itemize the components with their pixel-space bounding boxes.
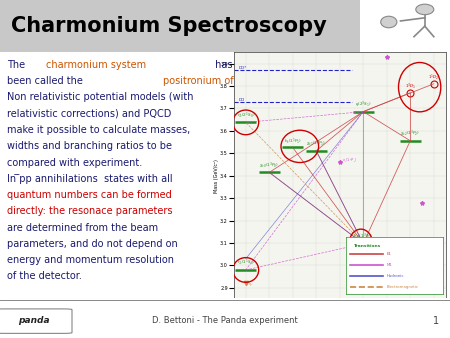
Text: quantum numbers can be formed: quantum numbers can be formed bbox=[7, 190, 171, 200]
Text: panda: panda bbox=[18, 316, 50, 325]
Text: has often: has often bbox=[212, 60, 261, 70]
Text: $J/\psi(1^3S_1)$: $J/\psi(1^3S_1)$ bbox=[353, 232, 373, 242]
Text: $\chi_{c0}(1^3P_0)$: $\chi_{c0}(1^3P_0)$ bbox=[259, 160, 279, 171]
Circle shape bbox=[416, 4, 434, 15]
FancyBboxPatch shape bbox=[0, 309, 72, 333]
Text: DD*: DD* bbox=[238, 66, 247, 70]
Text: are determined from the beam: are determined from the beam bbox=[7, 223, 158, 233]
Text: $h_c(1^1P_1)$: $h_c(1^1P_1)$ bbox=[284, 136, 302, 146]
Text: widths and branching ratios to be: widths and branching ratios to be bbox=[7, 141, 172, 151]
Text: $1^3D_1$: $1^3D_1$ bbox=[405, 81, 416, 91]
Text: D. Bettoni - The Panda experiment: D. Bettoni - The Panda experiment bbox=[152, 316, 298, 325]
Text: charmonium system: charmonium system bbox=[46, 60, 146, 70]
Text: Non relativistic potential models (with: Non relativistic potential models (with bbox=[7, 92, 193, 102]
Text: positronium of QCD: positronium of QCD bbox=[163, 76, 259, 86]
Text: $\eta_c$: $\eta_c$ bbox=[248, 281, 254, 288]
Text: $\eta_c(1^1S_0)$: $\eta_c(1^1S_0)$ bbox=[237, 258, 255, 268]
Text: of the detector.: of the detector. bbox=[7, 271, 81, 282]
Text: $\chi_{c2}(1^3P_2)$: $\chi_{c2}(1^3P_2)$ bbox=[400, 129, 420, 139]
Text: relativistic corrections) and PQCD: relativistic corrections) and PQCD bbox=[7, 108, 171, 119]
Text: been called the: been called the bbox=[7, 76, 86, 86]
Ellipse shape bbox=[381, 16, 397, 28]
Text: parameters, and do not depend on: parameters, and do not depend on bbox=[7, 239, 177, 249]
Y-axis label: Mass (GeV/c²): Mass (GeV/c²) bbox=[214, 159, 219, 193]
Text: $x_c(1^1P_2)$: $x_c(1^1P_2)$ bbox=[342, 157, 358, 165]
Text: compared with experiment.: compared with experiment. bbox=[7, 158, 142, 168]
Text: .: . bbox=[340, 76, 342, 86]
Text: In ̅pp annihilations  states with all: In ̅pp annihilations states with all bbox=[7, 174, 172, 184]
Text: 1: 1 bbox=[433, 316, 440, 326]
Text: make it possible to calculate masses,: make it possible to calculate masses, bbox=[7, 125, 190, 135]
Text: Charmonium Spectroscopy: Charmonium Spectroscopy bbox=[11, 16, 327, 36]
Text: $\chi_{c1}(1^3P_1)$: $\chi_{c1}(1^3P_1)$ bbox=[306, 139, 326, 149]
Text: $\eta_c'(2^1S_0)$: $\eta_c'(2^1S_0)$ bbox=[237, 110, 255, 121]
Text: directly: the resonace parameters: directly: the resonace parameters bbox=[7, 207, 172, 216]
Text: DD: DD bbox=[238, 98, 245, 102]
Text: energy and momentum resolution: energy and momentum resolution bbox=[7, 255, 174, 265]
Text: $1^1D_2$: $1^1D_2$ bbox=[428, 72, 439, 82]
Text: The: The bbox=[7, 60, 28, 70]
Text: $\psi(2^3S_1)$: $\psi(2^3S_1)$ bbox=[355, 99, 372, 110]
